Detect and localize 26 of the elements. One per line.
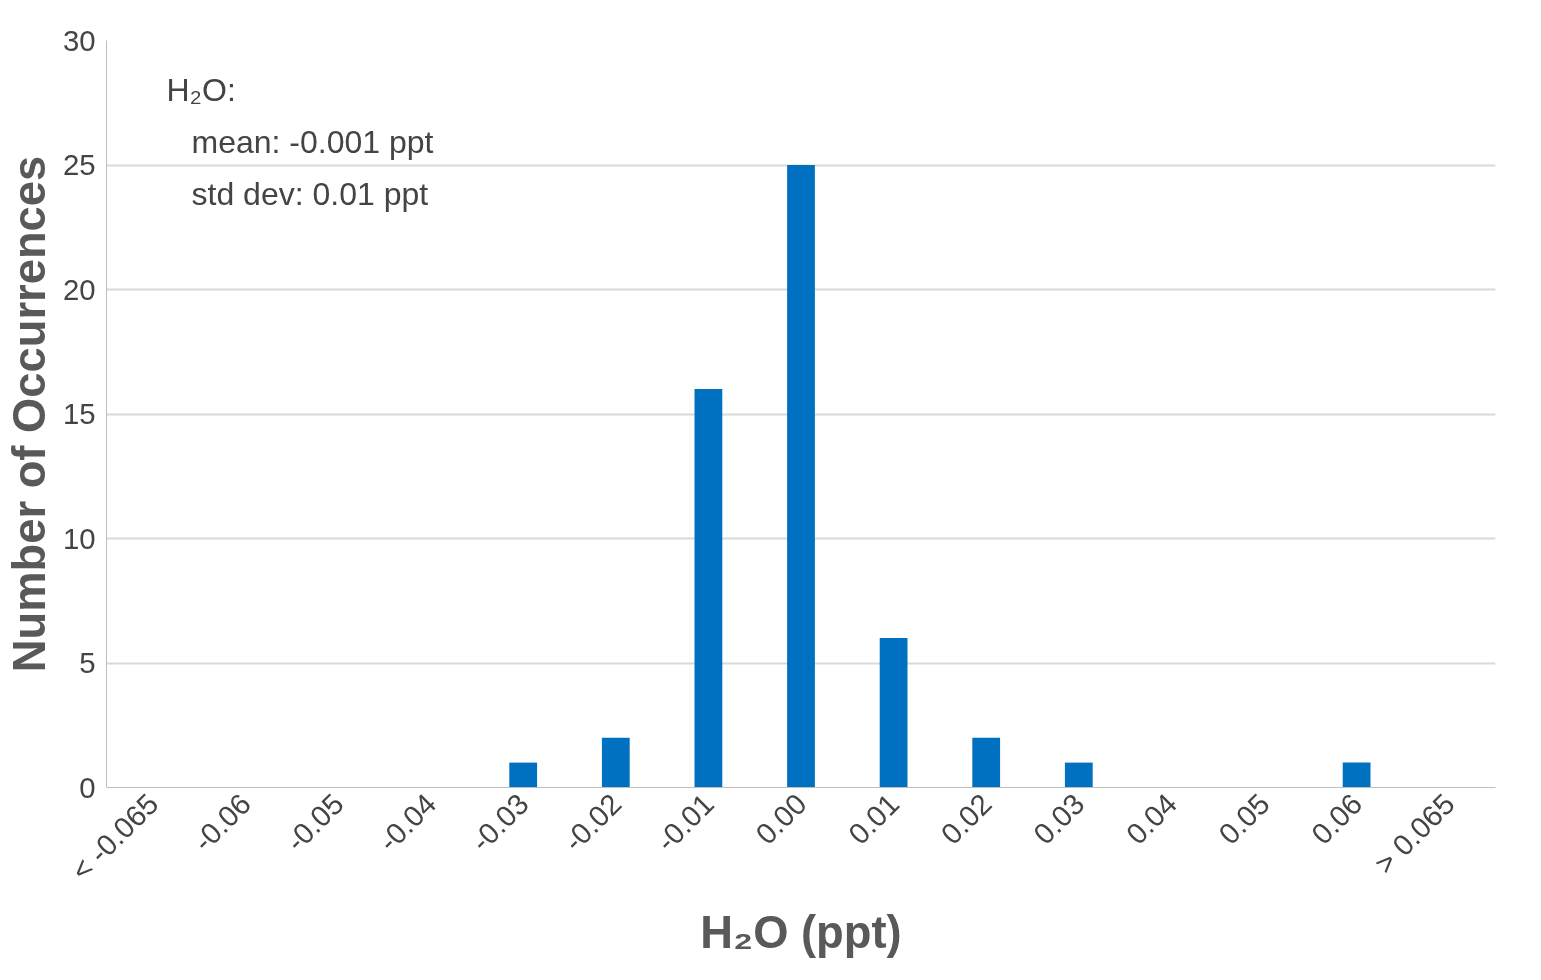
bar xyxy=(1064,762,1093,788)
annotation: mean: -0.001 ppt xyxy=(191,123,434,160)
x-axis-title: H₂O (ppt) xyxy=(700,906,902,958)
bar xyxy=(879,638,908,788)
annotation: std dev: 0.01 ppt xyxy=(191,175,429,212)
y-axis-title: Number of Occurrences xyxy=(3,155,55,673)
y-tick-label: 0 xyxy=(79,770,96,804)
bar xyxy=(972,737,1001,788)
y-tick-label: 25 xyxy=(62,148,96,181)
bar xyxy=(509,762,538,788)
y-tick-label: 5 xyxy=(79,646,96,679)
y-tick-label: 30 xyxy=(62,23,96,57)
y-tick-label: 15 xyxy=(62,397,96,430)
bar xyxy=(787,165,815,788)
bar xyxy=(1342,762,1371,788)
x-tick-label: 0.01 xyxy=(841,786,906,851)
x-tick-label: 0.00 xyxy=(748,786,813,851)
x-tick-label: 0.06 xyxy=(1304,786,1369,851)
annotation: H₂O: xyxy=(166,71,236,108)
x-tick-label: 0.03 xyxy=(1026,786,1091,851)
x-tick-label: 0.02 xyxy=(934,786,998,851)
y-tick-label: 20 xyxy=(62,272,96,306)
x-tick-label: 0.04 xyxy=(1119,786,1184,851)
bar xyxy=(601,737,630,788)
y-tick-label: 10 xyxy=(62,521,96,555)
bar xyxy=(694,389,723,788)
